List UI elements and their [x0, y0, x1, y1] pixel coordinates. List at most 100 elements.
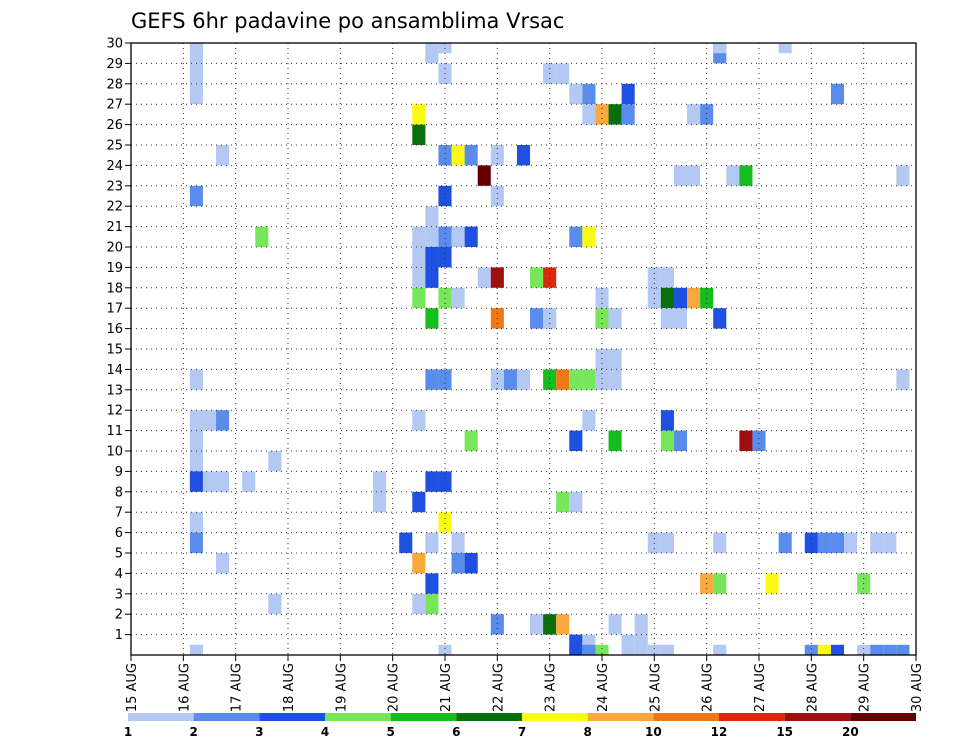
- heatmap-cell: [543, 267, 557, 288]
- x-tick-label: 20 AUG: [387, 663, 402, 712]
- heatmap-cell: [530, 267, 544, 288]
- heatmap-cell: [582, 104, 596, 125]
- y-tick-label: 27: [106, 98, 123, 113]
- x-tick-label: 21 AUG: [439, 663, 454, 712]
- heatmap-cell: [425, 267, 439, 288]
- heatmap-cell: [242, 471, 256, 492]
- heatmap-cell: [451, 532, 465, 553]
- heatmap-cell: [804, 644, 818, 655]
- heatmap-cell: [425, 369, 439, 390]
- heatmap-cell: [673, 430, 688, 451]
- y-tick-label: 29: [106, 57, 123, 72]
- y-axis-ticks: 1234567891011121314151617181920212223242…: [106, 37, 131, 643]
- heatmap-cell: [425, 532, 439, 553]
- heatmap-cell: [713, 43, 727, 54]
- heatmap-cell: [490, 614, 504, 635]
- heatmap-cell: [412, 593, 426, 615]
- legend-swatch: [719, 713, 785, 721]
- x-tick-label: 28 AUG: [805, 663, 820, 712]
- heatmap-cell: [870, 644, 884, 655]
- heatmap-cell: [595, 644, 609, 655]
- y-tick-label: 9: [115, 465, 123, 480]
- heatmap-cell: [189, 644, 203, 655]
- heatmap-cell: [660, 430, 674, 451]
- heatmap-cell: [373, 471, 387, 492]
- chart-title: GEFS 6hr padavine po ansamblima Vrsac: [131, 9, 564, 33]
- heatmap-cell: [202, 410, 217, 431]
- y-tick-label: 28: [106, 77, 123, 92]
- heatmap-cell: [490, 185, 504, 207]
- heatmap-cell: [438, 226, 452, 247]
- y-tick-label: 21: [106, 220, 123, 235]
- heatmap-cell: [595, 369, 609, 390]
- y-tick-label: 25: [106, 139, 123, 154]
- y-tick-label: 20: [106, 241, 123, 256]
- y-tick-label: 19: [106, 261, 123, 276]
- x-tick-label: 27 AUG: [753, 663, 768, 712]
- legend-swatch: [456, 713, 522, 721]
- y-tick-label: 22: [106, 200, 123, 215]
- heatmap-cell: [412, 267, 426, 288]
- y-tick-label: 12: [106, 404, 123, 419]
- heatmap-cell: [438, 644, 452, 655]
- heatmap-cell: [726, 165, 740, 186]
- y-tick-label: 18: [106, 281, 123, 296]
- y-tick-label: 23: [106, 179, 123, 194]
- heatmap-cell: [464, 226, 478, 247]
- heatmap-cell: [883, 532, 897, 553]
- heatmap-cell: [896, 165, 910, 186]
- heatmap-cell: [660, 267, 674, 288]
- heatmap-cell: [556, 491, 570, 513]
- heatmap-cell: [477, 165, 491, 186]
- x-tick-label: 15 AUG: [125, 663, 140, 712]
- y-tick-label: 7: [115, 506, 123, 521]
- legend-swatch: [193, 713, 260, 721]
- heatmap-cell: [425, 43, 439, 64]
- heatmap-cell: [412, 124, 426, 145]
- y-tick-label: 2: [115, 608, 123, 623]
- heatmap-cell: [543, 614, 557, 635]
- heatmap-cell: [687, 104, 701, 125]
- y-tick-label: 24: [106, 159, 123, 174]
- heatmap-cell: [477, 267, 491, 288]
- heatmap-cell: [412, 410, 426, 431]
- heatmap-cell: [778, 532, 792, 553]
- heatmap-cell: [425, 226, 439, 247]
- y-tick-label: 11: [106, 424, 123, 439]
- heatmap-cell: [660, 287, 674, 309]
- heatmap-cell: [582, 83, 596, 105]
- heatmap-cell: [621, 83, 635, 105]
- heatmap-cells: [189, 43, 910, 655]
- color-legend: 1 2 3 4 5 6 7 8 10 12 15 20: [124, 713, 916, 739]
- heatmap-cell: [373, 491, 387, 513]
- heatmap-cell: [713, 644, 727, 655]
- heatmap-cell: [673, 308, 688, 329]
- heatmap-cell: [608, 369, 622, 390]
- heatmap-cell: [634, 634, 648, 655]
- heatmap-cell: [569, 369, 583, 390]
- heatmap-cell: [713, 308, 727, 329]
- legend-swatch: [784, 713, 851, 721]
- heatmap-cell: [582, 644, 596, 655]
- heatmap-cell: [556, 614, 570, 635]
- heatmap-cell: [189, 410, 203, 431]
- heatmap-cell: [425, 247, 439, 268]
- heatmap-cell: [896, 644, 910, 655]
- y-tick-label: 5: [115, 547, 123, 562]
- heatmap-cell: [438, 145, 452, 166]
- x-tick-label: 22 AUG: [491, 663, 506, 712]
- grid-lines: [131, 43, 916, 655]
- y-tick-label: 4: [115, 567, 123, 582]
- legend-label: 10: [645, 725, 662, 739]
- heatmap-cell: [189, 430, 203, 451]
- heatmap-cell: [883, 644, 897, 655]
- heatmap-cell: [569, 430, 583, 451]
- heatmap-cell: [516, 145, 531, 166]
- x-tick-label: 17 AUG: [230, 663, 245, 712]
- heatmap-cell: [425, 308, 439, 329]
- legend-swatch: [653, 713, 719, 721]
- heatmap-cell: [412, 104, 426, 125]
- legend-label: 12: [711, 725, 728, 739]
- heatmap-cell: [713, 532, 727, 553]
